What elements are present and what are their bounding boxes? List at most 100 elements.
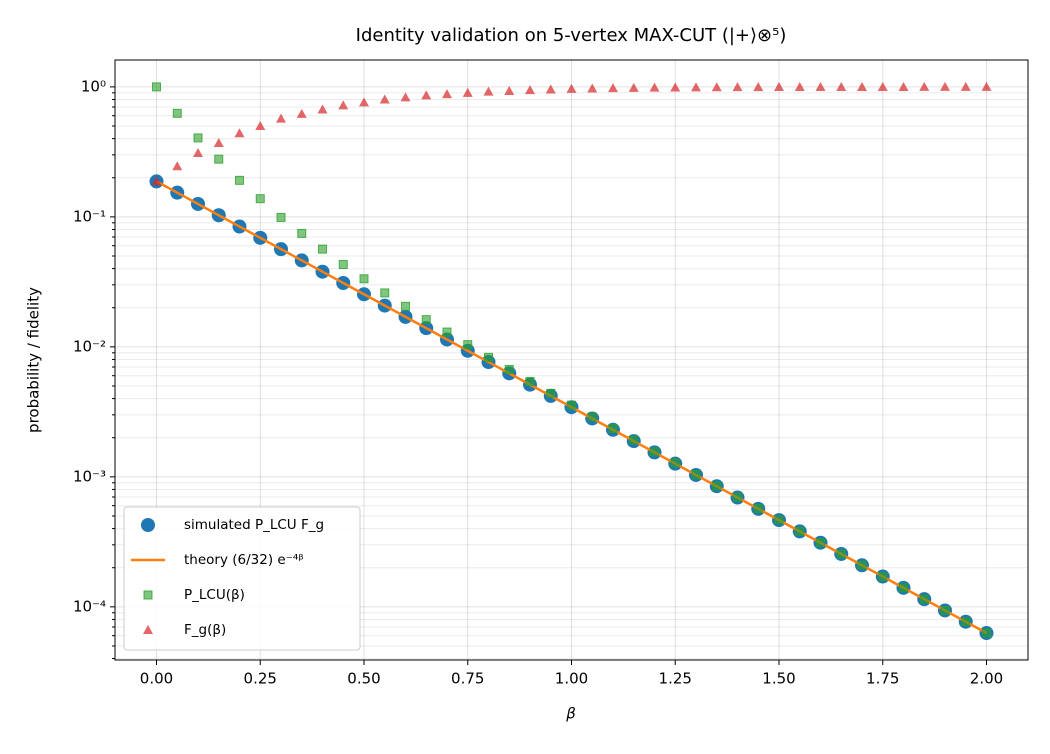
x-tick-label: 1.50: [762, 670, 795, 688]
point: [733, 492, 742, 502]
point: [982, 628, 991, 638]
point: [297, 228, 307, 238]
point: [213, 138, 224, 148]
x-tick-label: 0.25: [244, 670, 277, 688]
y-tick-label: 10⁻²: [73, 337, 106, 355]
point: [795, 526, 805, 536]
point: [919, 594, 929, 604]
point: [152, 82, 161, 92]
x-axis-label: β: [565, 705, 576, 723]
point: [816, 538, 825, 548]
point: [774, 82, 784, 92]
point: [649, 82, 660, 92]
point: [463, 340, 473, 350]
x-tick-label: 1.00: [555, 670, 588, 688]
point: [442, 89, 452, 99]
point: [712, 481, 722, 491]
x-tick-label: 0.00: [140, 670, 173, 688]
point: [815, 81, 826, 91]
point: [401, 301, 410, 311]
y-axis-label: probability / fidelity: [25, 287, 43, 433]
y-tick-label: 10⁰: [81, 77, 106, 95]
point: [214, 154, 224, 164]
point: [981, 81, 992, 91]
x-tick-label: 2.00: [970, 670, 1003, 688]
point: [255, 194, 265, 204]
point: [898, 81, 909, 91]
point: [504, 364, 514, 374]
point: [940, 81, 950, 91]
point: [276, 113, 286, 123]
point: [141, 518, 155, 532]
x-tick-label: 1.75: [866, 670, 899, 688]
point: [172, 108, 182, 118]
point: [546, 388, 556, 398]
point: [338, 100, 349, 110]
point: [857, 81, 867, 91]
point: [857, 560, 867, 570]
point: [836, 549, 846, 559]
point: [421, 90, 432, 100]
point: [878, 572, 888, 582]
x-tick-label: 0.75: [451, 670, 484, 688]
point: [753, 82, 764, 92]
point: [794, 81, 805, 91]
legend-label: theory (6/32) e⁻⁴ᵝ: [184, 552, 304, 568]
point: [379, 94, 390, 104]
point: [483, 86, 494, 96]
point: [193, 133, 203, 143]
point: [774, 515, 784, 525]
point: [504, 85, 515, 95]
point: [960, 81, 971, 91]
x-tick-label: 1.25: [659, 670, 692, 688]
point: [670, 458, 680, 468]
point: [691, 82, 701, 92]
point: [877, 81, 888, 91]
point: [172, 161, 183, 171]
point: [836, 81, 847, 91]
point: [143, 625, 153, 634]
point: [484, 352, 493, 362]
point: [587, 83, 598, 93]
legend-label: P_LCU(β): [184, 587, 245, 603]
point: [525, 376, 535, 386]
point: [151, 176, 162, 186]
point: [143, 590, 153, 600]
point: [318, 244, 327, 254]
point: [899, 583, 908, 593]
point: [629, 435, 639, 445]
point: [691, 470, 701, 480]
point: [545, 84, 556, 94]
legend-label: F_g(β): [184, 622, 226, 638]
plot-frame: [114, 59, 1029, 661]
point: [608, 83, 618, 93]
point: [961, 617, 971, 627]
point: [608, 424, 618, 434]
point: [650, 447, 659, 457]
point: [296, 108, 307, 118]
point: [711, 82, 722, 92]
point: [628, 82, 639, 92]
point: [462, 87, 473, 97]
point: [234, 128, 245, 138]
point: [317, 104, 328, 114]
y-tick-label: 10⁻³: [73, 467, 106, 485]
point: [276, 212, 286, 222]
point: [359, 97, 369, 107]
y-tick-label: 10⁻⁴: [73, 597, 106, 615]
point: [732, 82, 743, 92]
point: [940, 605, 950, 615]
point: [255, 121, 266, 131]
point: [919, 81, 930, 91]
point: [587, 412, 597, 422]
point: [442, 327, 452, 337]
point: [193, 148, 203, 158]
point: [380, 288, 390, 298]
chart-title: Identity validation on 5-vertex MAX-CUT …: [356, 25, 787, 46]
y-tick-label: 10⁻¹: [73, 207, 106, 225]
point: [421, 315, 431, 325]
x-tick-label: 0.50: [347, 670, 380, 688]
legend-box: [123, 506, 361, 651]
